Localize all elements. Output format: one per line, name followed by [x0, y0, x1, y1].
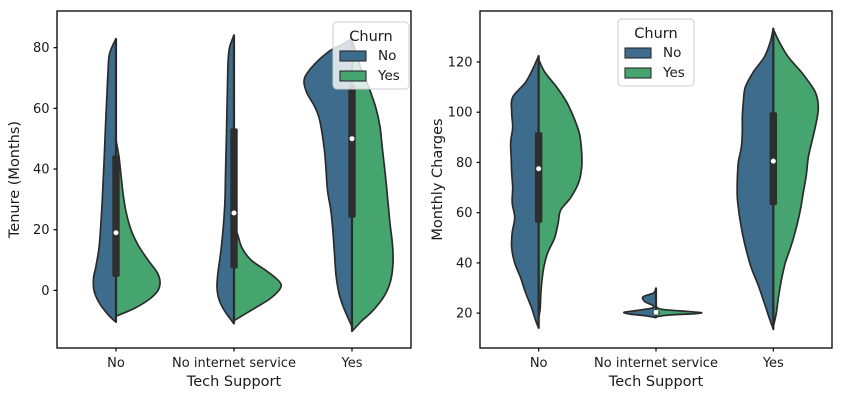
legend-swatch-yes: [339, 70, 367, 82]
x-category-label: No internet service: [172, 356, 296, 371]
iqr-box: [769, 112, 778, 206]
violin-group-no-internet-service: [216, 34, 283, 325]
legend-title: Churn: [349, 29, 392, 45]
y-tick-label: 40: [456, 256, 473, 271]
iqr-box: [112, 155, 120, 277]
iqr-box: [230, 128, 238, 269]
violin-half-churn-no: [92, 37, 117, 324]
median-dot: [231, 210, 237, 216]
y-tick-label: 120: [448, 55, 473, 70]
x-axis-label: Tech Support: [186, 374, 282, 390]
median-dot: [113, 230, 119, 236]
y-axis-label: Monthly Charges: [430, 118, 446, 240]
panel-monthly-charges: 20 40 60 80 100 120 No No internet service Yes Te…: [430, 10, 833, 390]
violin-half-churn-yes: [655, 305, 703, 318]
violin-half-churn-yes: [115, 139, 161, 318]
legend-label-yes: Yes: [662, 65, 685, 81]
legend: Churn No Yes: [617, 18, 695, 87]
legend-swatch-yes: [624, 67, 652, 79]
median-dot: [770, 158, 776, 164]
x-category-label: Yes: [762, 356, 784, 371]
violin-half-churn-no: [622, 287, 657, 319]
y-tick-label: 60: [33, 102, 50, 117]
x-category-label: Yes: [341, 356, 363, 371]
y-tick-label: 20: [456, 307, 473, 322]
violin-half-churn-no: [509, 54, 540, 330]
x-category-label: No: [107, 356, 125, 371]
violin-group-no: [92, 37, 161, 324]
violin-group-no: [509, 54, 583, 330]
iqr-box: [534, 132, 543, 223]
legend-label-no: No: [663, 45, 681, 61]
y-tick-label: 80: [33, 41, 50, 56]
iqr-box: [348, 85, 356, 218]
legend-label-no: No: [378, 48, 396, 64]
legend: Churn No Yes: [332, 21, 410, 90]
panel-tenure: 0 20 40 60 80 No No internet service Yes Tech Su…: [7, 10, 412, 390]
y-tick-label: 60: [456, 206, 473, 221]
legend-swatch-no: [339, 50, 367, 62]
y-tick-label: 20: [33, 223, 50, 238]
violin-half-churn-no: [303, 37, 353, 328]
legend-title: Churn: [634, 26, 677, 42]
violin-half-churn-yes: [537, 58, 583, 319]
violin-half-churn-no: [216, 34, 235, 325]
x-category-label: No: [530, 356, 548, 371]
violin-group-no-internet-service: [622, 287, 703, 319]
y-tick-label: 100: [448, 106, 473, 121]
median-dot: [349, 136, 355, 142]
y-tick-label: 80: [456, 156, 473, 171]
y-axis-label: Tenure (Months): [7, 121, 23, 239]
median-dot: [536, 166, 542, 172]
violin-group-yes: [736, 27, 820, 331]
legend-swatch-no: [624, 47, 652, 59]
x-category-label: No internet service: [594, 356, 718, 371]
x-axis-label: Tech Support: [608, 374, 704, 390]
y-tick-label: 0: [41, 284, 49, 299]
legend-label-yes: Yes: [377, 68, 400, 84]
y-tick-label: 40: [33, 163, 50, 178]
violin-half-churn-no: [736, 27, 775, 331]
median-dot: [653, 309, 659, 315]
violin-half-churn-yes: [772, 28, 820, 328]
violin-half-churn-yes: [233, 224, 283, 322]
